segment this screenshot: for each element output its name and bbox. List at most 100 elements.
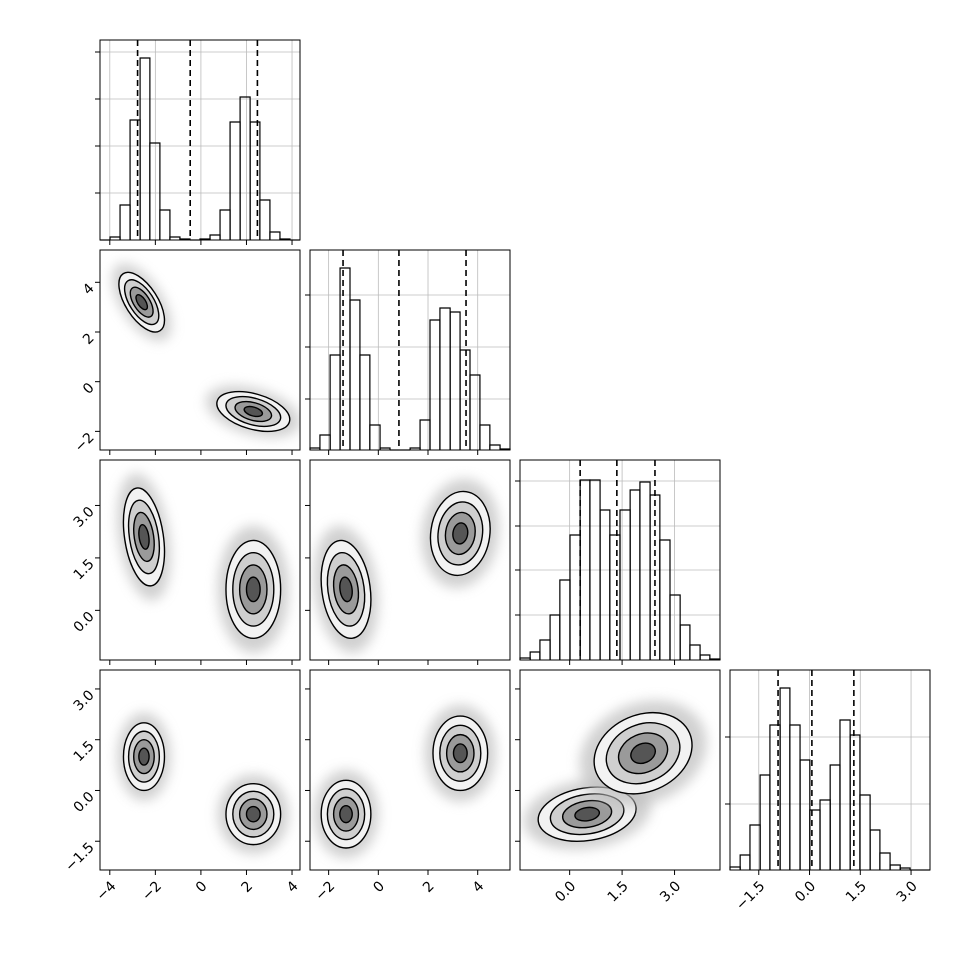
histogram-bin bbox=[739, 854, 751, 870]
panel-frame bbox=[309, 459, 511, 661]
histogram-bin bbox=[259, 199, 271, 240]
x-tick-label: 2 bbox=[420, 878, 438, 896]
panel-frame bbox=[99, 459, 301, 661]
histogram-bin bbox=[429, 319, 441, 450]
contour bbox=[339, 805, 353, 824]
histogram-bin bbox=[529, 651, 541, 660]
contour bbox=[245, 576, 261, 603]
contour bbox=[452, 743, 468, 764]
x-tick-label: 3.0 bbox=[894, 878, 921, 905]
y-tick-label: 2 bbox=[80, 330, 98, 348]
histogram-bin bbox=[549, 614, 561, 660]
histogram-bin bbox=[669, 594, 681, 660]
y-tick-label: 0 bbox=[80, 380, 98, 398]
histogram-bin bbox=[159, 209, 171, 240]
contour bbox=[135, 294, 149, 311]
y-tick-label: 1.5 bbox=[71, 738, 98, 765]
histogram-bin bbox=[869, 829, 881, 870]
histogram-bin bbox=[469, 374, 481, 450]
histogram-bin bbox=[479, 424, 491, 450]
x-tick-label: 0.0 bbox=[552, 878, 579, 905]
x-tick-label: −1.5 bbox=[733, 878, 768, 913]
x-tick-label: 4 bbox=[284, 878, 302, 896]
histogram-bin bbox=[769, 724, 781, 870]
x-tick-label: 0 bbox=[370, 878, 388, 896]
panel-frame bbox=[99, 669, 301, 871]
density-panel bbox=[313, 704, 496, 859]
panel-frame bbox=[729, 669, 931, 871]
histogram-bin bbox=[849, 734, 861, 870]
histogram-bin bbox=[559, 579, 571, 660]
y-tick-label: −1.5 bbox=[62, 840, 97, 875]
histogram-bin bbox=[759, 774, 771, 870]
histogram-bin bbox=[539, 639, 551, 660]
density-panel bbox=[117, 473, 289, 654]
histogram-bin bbox=[129, 119, 141, 240]
histogram-bin bbox=[489, 444, 501, 450]
density-panel bbox=[523, 700, 707, 850]
histogram-bin bbox=[699, 654, 711, 660]
x-tick-label: 1.5 bbox=[605, 878, 632, 905]
histogram-bin bbox=[829, 764, 841, 870]
contour bbox=[452, 522, 469, 545]
histogram-bin bbox=[789, 724, 801, 870]
histogram-bin bbox=[329, 354, 341, 450]
histogram-bin bbox=[569, 534, 581, 660]
x-tick-label: 0.0 bbox=[792, 878, 819, 905]
y-tick-label: 3.0 bbox=[71, 687, 98, 714]
contour bbox=[339, 576, 353, 603]
histogram-bin bbox=[249, 121, 261, 240]
x-tick-label: −2 bbox=[312, 878, 338, 904]
histogram-bin bbox=[839, 719, 851, 870]
histogram-bin bbox=[459, 349, 471, 450]
histogram-bin bbox=[369, 424, 381, 450]
panel-frame bbox=[519, 459, 721, 661]
histogram-bin bbox=[899, 867, 911, 870]
y-tick-label: 1.5 bbox=[71, 556, 98, 583]
contour bbox=[138, 523, 150, 550]
y-tick-label: 0.0 bbox=[71, 789, 98, 816]
histogram-bin bbox=[879, 852, 891, 870]
density-panel bbox=[112, 263, 300, 438]
y-tick-label: 3.0 bbox=[71, 504, 98, 531]
histogram-bin bbox=[799, 759, 811, 870]
panel-frame bbox=[309, 669, 511, 871]
histogram-bin bbox=[639, 481, 651, 660]
histogram-bin bbox=[149, 142, 161, 240]
x-tick-label: −4 bbox=[94, 878, 120, 904]
density-panel bbox=[117, 712, 289, 854]
histogram-bin bbox=[889, 864, 901, 870]
histogram-bin bbox=[859, 794, 871, 870]
panel-frame bbox=[519, 669, 721, 871]
contour bbox=[138, 747, 150, 766]
x-tick-label: 3.0 bbox=[657, 878, 684, 905]
histogram-bin bbox=[229, 121, 241, 240]
x-tick-label: 4 bbox=[470, 878, 488, 896]
histogram-bin bbox=[599, 509, 611, 660]
x-tick-label: 0 bbox=[193, 878, 211, 896]
contour bbox=[243, 405, 264, 418]
histogram-bin bbox=[449, 311, 461, 450]
histogram-bin bbox=[689, 644, 701, 660]
histogram-bin bbox=[239, 96, 251, 240]
histogram-bin bbox=[679, 624, 691, 660]
histogram-bin bbox=[269, 231, 281, 240]
histogram-bin bbox=[619, 509, 631, 660]
panel-frame bbox=[309, 249, 511, 451]
x-tick-label: 1.5 bbox=[843, 878, 870, 905]
histogram-bin bbox=[629, 489, 641, 660]
x-tick-label: 2 bbox=[239, 878, 257, 896]
contour bbox=[245, 805, 261, 823]
contour bbox=[630, 742, 657, 765]
histogram-bin bbox=[779, 687, 791, 870]
histogram-bin bbox=[419, 419, 431, 450]
density-panel bbox=[313, 478, 500, 654]
histogram-bin bbox=[659, 539, 671, 660]
histogram-bin bbox=[139, 57, 151, 240]
panel-frame bbox=[99, 249, 301, 451]
x-tick-label: −2 bbox=[139, 878, 165, 904]
panel-frame bbox=[99, 39, 301, 241]
y-tick-label: −2 bbox=[72, 430, 98, 456]
